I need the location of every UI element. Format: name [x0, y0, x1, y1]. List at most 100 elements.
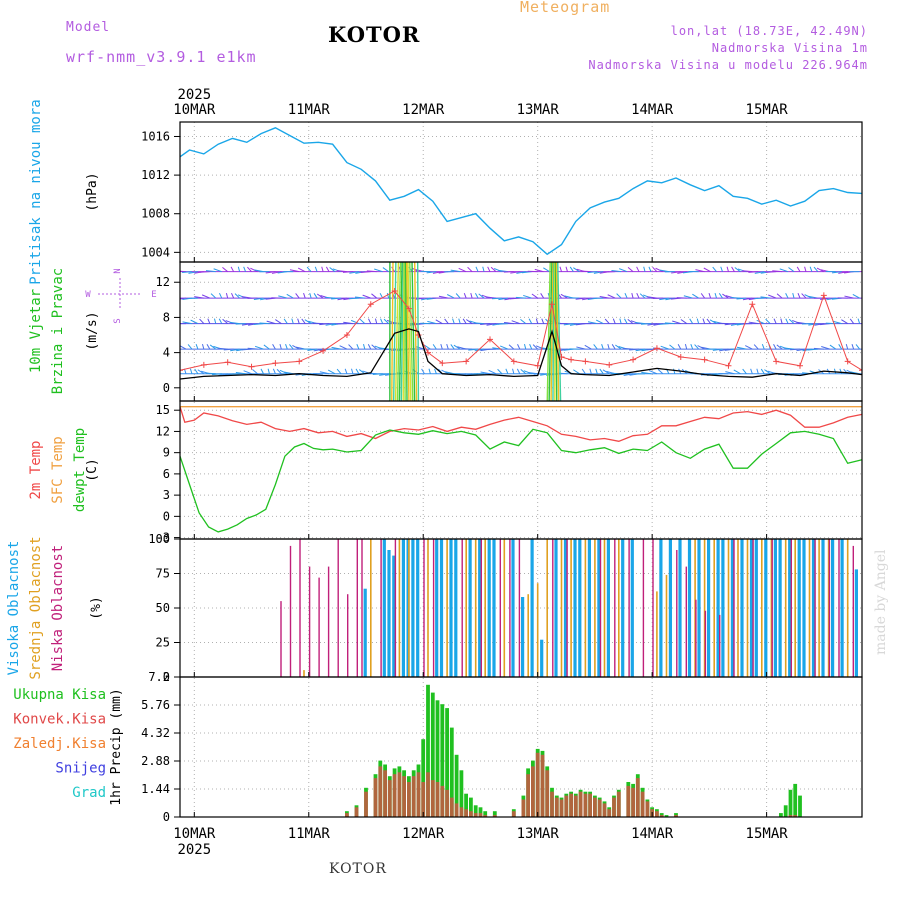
cloud-bar [480, 539, 482, 677]
cloud-bar [668, 539, 672, 677]
cloud-ytick-label: 50 [156, 601, 170, 615]
gust-marker [606, 361, 613, 368]
wind-arrow [692, 293, 699, 299]
precip-bar [449, 797, 454, 817]
model-label: Model [66, 20, 111, 35]
wind-arrow [241, 348, 252, 351]
wind-arrow [581, 368, 586, 375]
cloud-bar [299, 539, 301, 677]
wind-arrow [784, 347, 795, 350]
precip-bar [445, 789, 449, 817]
wind-arrow [218, 318, 223, 324]
wind-arrow [435, 319, 443, 325]
wind-arrow [523, 294, 532, 299]
wind-arrow [470, 292, 473, 299]
wind-arrow [247, 347, 258, 350]
cloud-bar [468, 539, 472, 677]
precip-bar [459, 770, 464, 817]
cloud-bar [628, 539, 630, 677]
wind-arrow [527, 372, 538, 375]
gust-marker [630, 356, 637, 363]
cloud-bar [678, 539, 682, 677]
precip-bar [659, 813, 664, 817]
wind-arrow [826, 297, 836, 301]
cloud-bar [511, 539, 515, 677]
wind-arrow [306, 266, 312, 273]
wind-arrow [289, 269, 300, 273]
bottom-date-label: 12MAR [402, 826, 445, 842]
wind-arrow [849, 318, 855, 324]
precip-bar [454, 754, 459, 817]
precip-bar [411, 776, 416, 817]
precip-bar [655, 811, 659, 817]
wind-arrow [329, 267, 336, 273]
wind-arrow [467, 266, 473, 273]
label-layer: 1004 1008 1012 1016 0 4 8 12 -3 0 3 6 9 12 15 0 25 50 75 10… [6, 87, 788, 858]
wind-arrow [624, 292, 628, 299]
precip-bar [645, 801, 650, 817]
wind-arrow [766, 271, 777, 273]
cloud-bar [530, 539, 534, 677]
wind-arrow [772, 270, 783, 273]
cloud-bar [446, 539, 448, 677]
cloud-bar [370, 539, 372, 677]
wind-ytick-label: 0 [163, 381, 170, 395]
wind-arrow [719, 348, 729, 352]
gust-marker [797, 362, 803, 369]
wind-arrow [358, 369, 366, 375]
pressure-ytick-label: 1004 [141, 245, 170, 259]
wind-arrow [468, 348, 479, 351]
wind-arrow [801, 293, 807, 299]
pressure-side-label: Pritisak na nivou mora [28, 99, 44, 284]
precip-bar [492, 811, 497, 817]
wind-arrow [515, 296, 526, 299]
precip-bar [440, 704, 445, 817]
wind-arrow [339, 345, 348, 350]
gust-marker [248, 363, 255, 370]
wind-arrow [534, 268, 544, 273]
wind-arrow [348, 344, 354, 350]
cloud-bar [828, 539, 831, 677]
wind-arrow [589, 368, 592, 374]
precip-bar [483, 811, 488, 817]
wind-arrow [559, 266, 563, 272]
cloud-bar [797, 539, 801, 677]
precipitation-ytick-label: 2.88 [141, 754, 170, 768]
cloud-bar [308, 566, 311, 677]
wind-arrow [201, 294, 210, 299]
top-date-label: 13MAR [517, 102, 560, 118]
wind-arrow [237, 294, 246, 299]
precip-bar [354, 807, 359, 817]
wind-arrow [234, 293, 240, 299]
wind-arrow [194, 368, 199, 375]
cloud-bar [361, 539, 363, 677]
compass-west: W [85, 290, 91, 300]
wind-arrow [813, 347, 824, 350]
cloud-bar [790, 539, 792, 677]
wind-burst-line [414, 262, 418, 401]
wind-arrow [736, 346, 747, 350]
precip-legend-label: Snijeg [55, 761, 106, 777]
temp-side-label-3: dewpt Temp [72, 428, 88, 512]
wind-arrow [627, 266, 634, 273]
wind-arrow [486, 323, 497, 326]
wind-arrow [498, 297, 508, 301]
wind-ytick-label: 12 [156, 275, 170, 289]
wind-arrow [535, 345, 544, 350]
wind-arrow [450, 344, 455, 350]
wind-arrow [354, 296, 365, 299]
wind-arrow [434, 368, 437, 374]
wind-arrow [313, 293, 318, 299]
wind-arrow [712, 348, 723, 351]
compass-cross [98, 278, 142, 310]
precip-bar [597, 799, 602, 817]
wind-arrow [788, 267, 795, 273]
precip-bar [407, 782, 411, 817]
cloud-bar [752, 539, 754, 677]
gust-marker [653, 345, 660, 352]
wind-arrow [265, 271, 276, 274]
gust-marker [180, 367, 183, 374]
gust-marker [582, 358, 589, 365]
precip-bar [378, 766, 383, 817]
